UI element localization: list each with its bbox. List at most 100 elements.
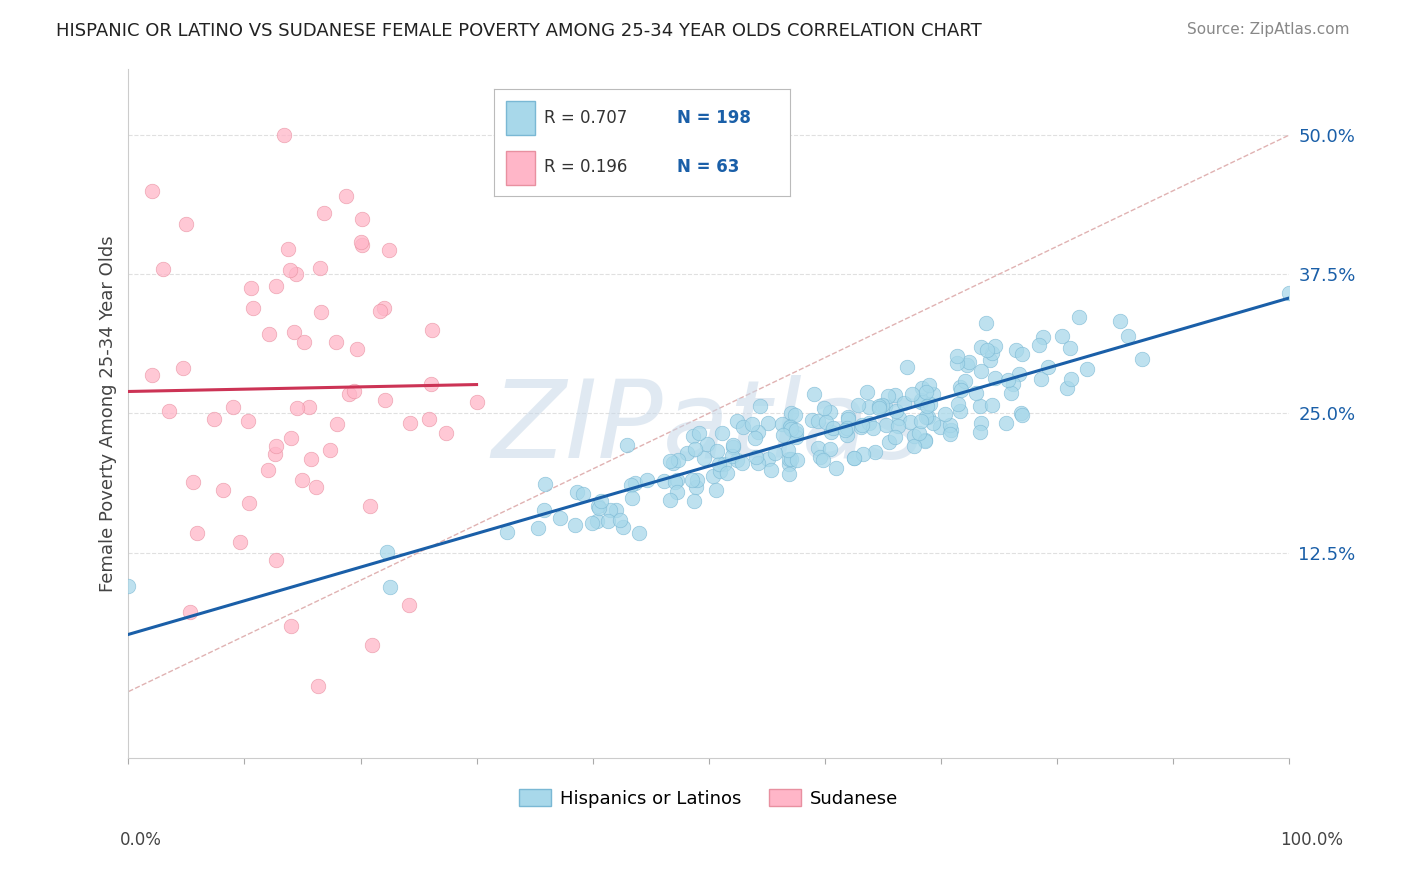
Point (257, 326, 280, 341)
Point (721, 440, 744, 454)
Point (970, 364, 993, 378)
Point (1002, 376, 1025, 391)
Point (681, 473, 703, 487)
Point (778, 452, 800, 467)
Point (350, 235, 373, 249)
Point (240, 281, 263, 295)
Point (778, 442, 800, 457)
Point (1011, 347, 1033, 361)
Point (683, 494, 706, 508)
Point (280, 431, 302, 445)
Point (851, 420, 873, 434)
Point (585, 514, 607, 528)
Point (855, 384, 877, 399)
Point (586, 499, 609, 513)
Point (824, 461, 846, 475)
Point (605, 503, 627, 517)
Point (908, 425, 931, 440)
Point (884, 404, 907, 418)
Point (172, 361, 194, 376)
Point (821, 421, 844, 435)
Point (1060, 371, 1083, 385)
Point (1029, 372, 1052, 386)
Point (915, 409, 938, 424)
Point (264, 439, 287, 453)
Point (903, 439, 925, 453)
Point (842, 450, 865, 465)
Point (980, 346, 1002, 360)
Point (620, 477, 643, 491)
Point (343, 384, 366, 398)
Point (359, 499, 381, 513)
Point (212, 483, 235, 498)
Point (1032, 330, 1054, 344)
Point (117, 580, 139, 594)
Point (875, 399, 897, 413)
Point (609, 513, 631, 527)
Point (756, 451, 779, 466)
Point (420, 376, 443, 391)
Point (779, 422, 801, 436)
Point (273, 128, 295, 143)
Point (1059, 341, 1081, 355)
Point (283, 325, 305, 339)
Point (803, 386, 825, 401)
Point (685, 480, 707, 494)
Point (298, 401, 321, 415)
Point (748, 399, 770, 413)
Point (1000, 386, 1022, 401)
Point (889, 410, 911, 425)
Point (921, 416, 943, 430)
Point (979, 353, 1001, 368)
Point (238, 496, 260, 510)
Point (418, 412, 440, 426)
Point (373, 393, 395, 408)
Point (141, 184, 163, 198)
Point (759, 462, 782, 476)
Point (946, 356, 969, 370)
Point (325, 334, 347, 349)
Point (1278, 286, 1301, 301)
Point (974, 317, 997, 331)
Point (676, 446, 699, 460)
Point (1028, 338, 1050, 352)
Point (373, 301, 395, 315)
Point (997, 373, 1019, 387)
Point (263, 447, 285, 461)
Point (152, 261, 174, 276)
Point (307, 679, 329, 693)
Point (141, 368, 163, 382)
Point (526, 521, 548, 535)
Point (222, 400, 245, 414)
Point (692, 450, 714, 465)
Text: 0.0%: 0.0% (120, 831, 162, 849)
Point (665, 485, 688, 500)
Point (186, 526, 208, 541)
Point (901, 386, 924, 401)
Point (588, 500, 610, 515)
Point (704, 483, 727, 498)
Point (915, 400, 938, 414)
Point (981, 398, 1004, 412)
Point (747, 457, 769, 471)
Point (721, 438, 744, 452)
Point (725, 453, 748, 467)
Point (837, 410, 859, 425)
Point (950, 384, 973, 398)
Point (571, 487, 593, 501)
Point (846, 398, 869, 412)
Point (770, 417, 793, 432)
Point (785, 425, 807, 440)
Point (666, 473, 689, 487)
Point (652, 474, 675, 488)
Point (970, 340, 993, 354)
Point (1008, 367, 1031, 381)
Point (969, 399, 991, 413)
Point (662, 456, 685, 470)
Point (706, 444, 728, 458)
Point (883, 388, 905, 402)
Point (785, 430, 807, 444)
Point (398, 598, 420, 612)
Point (910, 395, 932, 409)
Point (616, 438, 638, 452)
